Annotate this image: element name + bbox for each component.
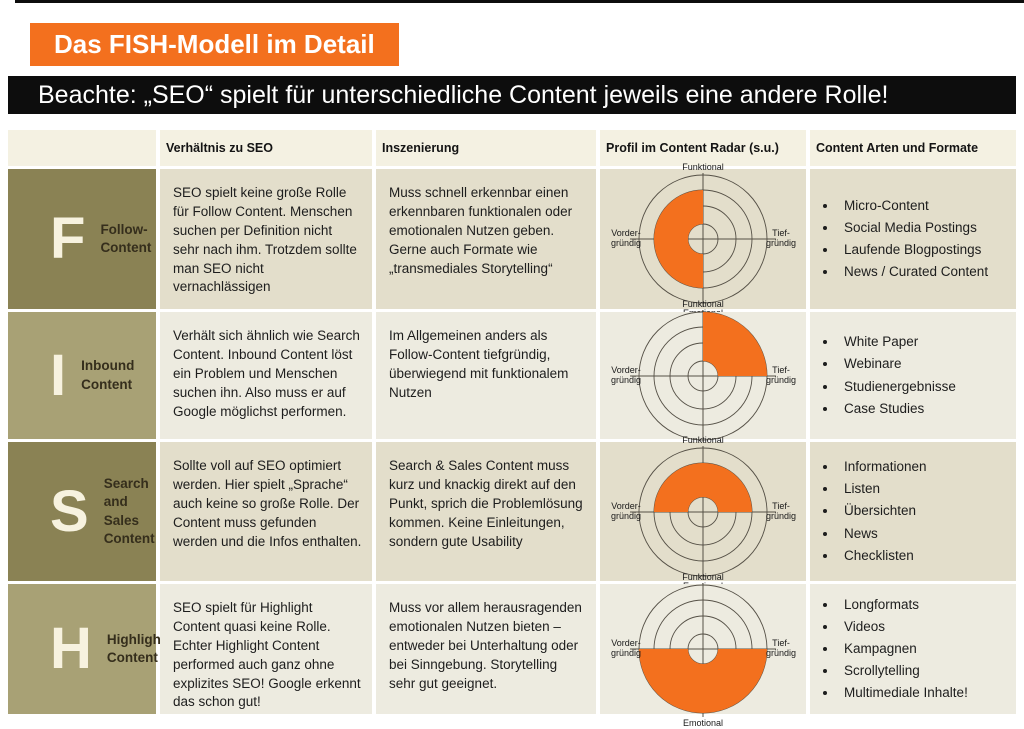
format-item: News: [838, 526, 927, 542]
row-letter: F: [50, 206, 86, 271]
radar-label-right: Tief-gründig: [766, 365, 796, 385]
radar-orange-sector: [703, 311, 767, 376]
radar-label-bottom: Emotional: [683, 718, 723, 728]
column-header-formate: Content Arten und Formate: [810, 130, 1016, 166]
format-item: Kampagnen: [838, 641, 968, 657]
inszenierung-text: Muss schnell erkennbar einen erkennbaren…: [389, 185, 573, 276]
format-item: Studienergebnisse: [838, 379, 956, 395]
row-letter: I: [50, 342, 67, 408]
format-item: Übersichten: [838, 503, 927, 519]
format-item: Checklisten: [838, 548, 927, 564]
row-name: Search and Sales Content: [103, 476, 155, 546]
content-radar-svg: FunktionalEmotionalVorder-gründigTief-gr…: [611, 435, 796, 591]
radar-label-top: Funktional: [682, 299, 724, 309]
radar-label-left: Vorder-gründig: [611, 501, 641, 521]
radar-cell: FunktionalEmotionalVorder-gründigTief-gr…: [600, 435, 806, 591]
seo-text: SEO spielt für Highlight Content quasi k…: [173, 600, 361, 710]
format-item: News / Curated Content: [838, 264, 988, 280]
row-label-cell: H Highlight Content: [8, 584, 165, 714]
radar-label-left: Vorder-gründig: [611, 228, 641, 248]
format-item: Informationen: [838, 459, 927, 475]
page-title: Das FISH-Modell im Detail: [30, 23, 399, 66]
formats-cell: Longformats Videos Kampagnen Scrollytelling…: [810, 584, 1016, 714]
format-item: Multimediale Inhalte!: [838, 685, 968, 701]
format-item: Social Media Postings: [838, 220, 988, 236]
format-list: Longformats Videos Kampagnen Scrollytelling…: [810, 591, 968, 708]
format-item: Micro-Content: [838, 198, 988, 214]
row-letter: H: [50, 616, 92, 681]
radar-label-left: Vorder-gründig: [611, 638, 641, 658]
inszenierung-text: Im Allgemeinen anders als Follow-Content…: [389, 328, 569, 400]
column-header-row-label: [8, 130, 156, 166]
radar-orange-sector: [654, 190, 703, 288]
radar-cell: FunktionalEmotionalVorder-gründigTief-gr…: [600, 162, 806, 318]
radar-label-top: Funktional: [682, 435, 724, 445]
inszenierung-text: Muss vor allem herausragenden emotionale…: [389, 600, 582, 691]
inszenierung-text: Search & Sales Content muss kurz und kna…: [389, 458, 583, 549]
content-radar-svg: FunktionalEmotionalVorder-gründigTief-gr…: [611, 299, 796, 455]
format-item: Case Studies: [838, 401, 956, 417]
format-list: Micro-Content Social Media Postings Laufen…: [810, 192, 988, 287]
inszenierung-cell: Search & Sales Content muss kurz und kna…: [376, 442, 596, 581]
column-header-inszenierung: Inszenierung: [376, 130, 596, 166]
formats-cell: Micro-Content Social Media Postings Laufen…: [810, 169, 1016, 309]
radar-cell: Funktional Emotional Vorder-gründig Tief-gr…: [600, 572, 806, 728]
fish-model-infographic: { "header": { "title": "Das FISH-Modell …: [0, 0, 1024, 712]
content-radar-svg: Funktional Emotional Vorder-gründig Tief-gr…: [611, 572, 796, 728]
radar-orange-sector: [654, 462, 752, 512]
column-header-seo: Verhältnis zu SEO: [160, 130, 372, 166]
radar-label-right: Tief-gründig: [766, 638, 796, 658]
format-item: White Paper: [838, 334, 956, 350]
format-item: Videos: [838, 619, 968, 635]
seo-cell: SEO spielt keine große Rolle für Follow …: [160, 169, 372, 309]
radar-orange-sector: [639, 649, 767, 713]
radar-label-top: Funktional: [682, 572, 724, 582]
seo-text: Sollte voll auf SEO optimiert werden. Hi…: [173, 458, 362, 549]
inszenierung-cell: Muss vor allem herausragenden emotionale…: [376, 584, 596, 714]
column-header-radar: Profil im Content Radar (s.u.): [600, 130, 806, 166]
row-label-cell: I Inbound Content: [8, 312, 156, 439]
fish-table: Verhältnis zu SEO Inszenierung Profil im…: [8, 130, 1016, 728]
seo-cell: Verhält sich ähnlich wie Search Content.…: [160, 312, 372, 439]
radar-label-right: Tief-gründig: [766, 228, 796, 248]
radar-label-top: Funktional: [682, 162, 724, 172]
row-name: Follow- Content: [100, 221, 152, 255]
seo-text: Verhält sich ähnlich wie Search Content.…: [173, 328, 360, 419]
format-list: White Paper Webinare Studienergebnisse Case…: [810, 328, 956, 423]
row-name: Highlight Content: [106, 631, 166, 665]
row-label-cell: S Search and Sales Content: [8, 442, 156, 581]
radar-cell: FunktionalEmotionalVorder-gründigTief-gr…: [600, 299, 806, 455]
seo-text: SEO spielt keine große Rolle für Follow …: [173, 185, 357, 295]
inszenierung-cell: Im Allgemeinen anders als Follow-Content…: [376, 312, 596, 439]
radar-label-right: Tief-gründig: [766, 501, 796, 521]
format-item: Scrollytelling: [838, 663, 968, 679]
formats-cell: Informationen Listen Übersichten News Checkl…: [810, 442, 1016, 581]
row-letter: S: [50, 478, 89, 544]
radar-label-left: Vorder-gründig: [611, 365, 641, 385]
format-item: Webinare: [838, 356, 956, 372]
seo-cell: SEO spielt für Highlight Content quasi k…: [160, 584, 372, 714]
seo-cell: Sollte voll auf SEO optimiert werden. Hi…: [160, 442, 372, 581]
format-item: Listen: [838, 481, 927, 497]
content-radar-svg: FunktionalEmotionalVorder-gründigTief-gr…: [611, 162, 796, 318]
format-item: Longformats: [838, 597, 968, 613]
row-name: Inbound Content: [81, 358, 135, 392]
format-list: Informationen Listen Übersichten News Checkl…: [810, 453, 927, 570]
notice-banner: Beachte: „SEO“ spielt für unterschiedlic…: [8, 76, 1016, 114]
row-label-cell: F Follow- Content: [8, 169, 156, 309]
inszenierung-cell: Muss schnell erkennbar einen erkennbaren…: [376, 169, 596, 309]
top-rule: [15, 0, 1024, 3]
formats-cell: White Paper Webinare Studienergebnisse Case…: [810, 312, 1016, 439]
format-item: Laufende Blogpostings: [838, 242, 988, 258]
